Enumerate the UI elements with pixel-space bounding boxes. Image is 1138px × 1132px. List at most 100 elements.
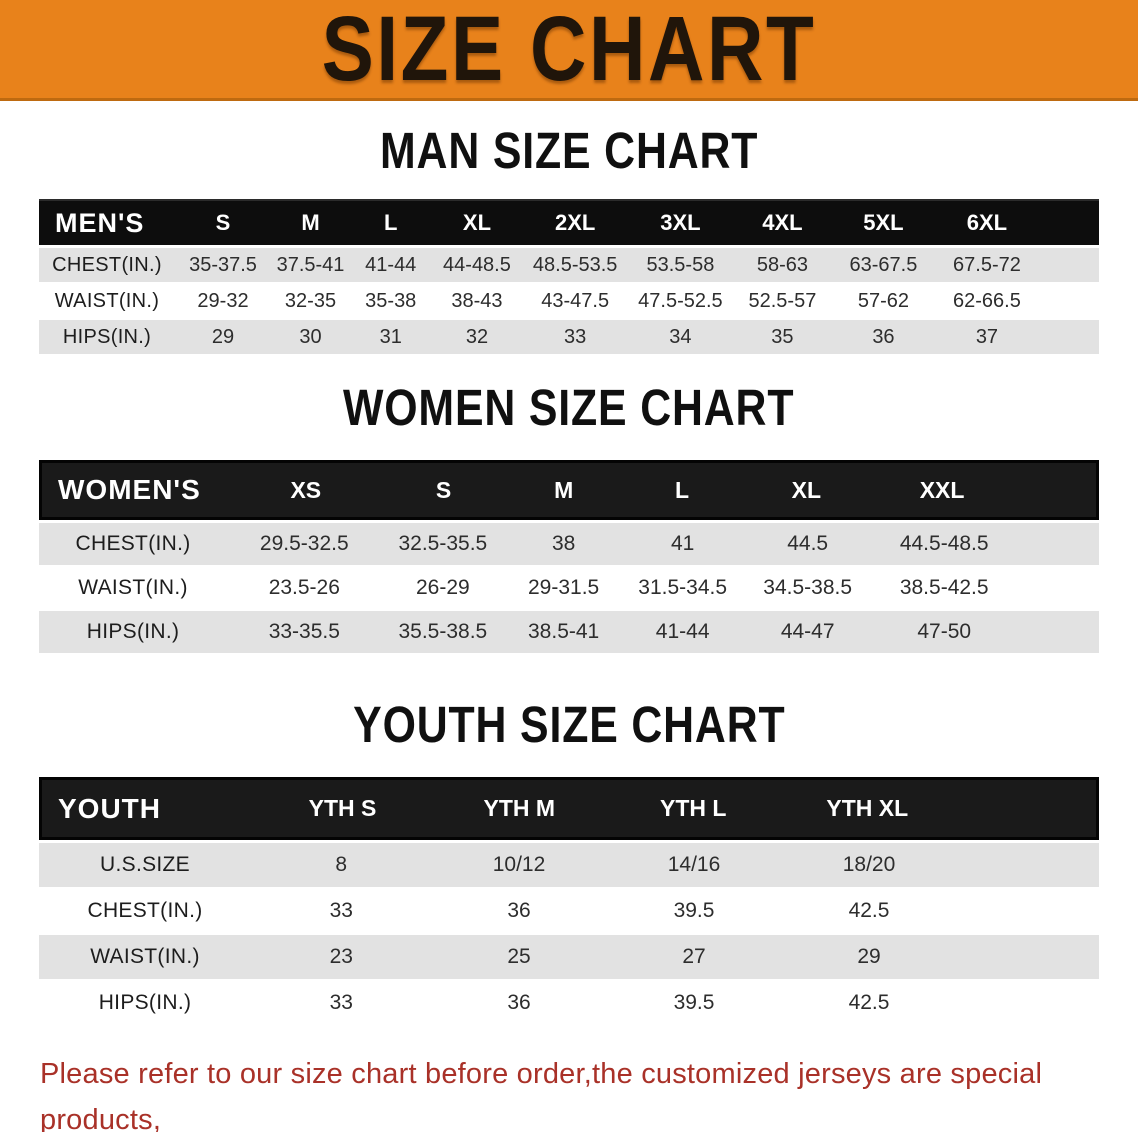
- cell: 18/20: [842, 853, 896, 876]
- table-row: CHEST(IN.) 29.5-32.5 32.5-35.5 38 41 44.5 44.5…: [39, 523, 1099, 565]
- column-header: 3XL: [660, 210, 701, 235]
- cell: 29-31.5: [528, 576, 600, 599]
- column-header: S: [435, 476, 452, 503]
- disclaimer-text: Please refer to our size chart before or…: [40, 1051, 1120, 1132]
- column-header: XL: [462, 210, 492, 235]
- cell: 36: [507, 991, 531, 1014]
- cell: 31.5-34.5: [638, 576, 728, 599]
- row-label: CHEST(IN.): [75, 532, 191, 555]
- cell: 38.5-41: [528, 620, 600, 643]
- header-row: WOMEN'S XS S M L XL XXL: [39, 460, 1099, 520]
- column-header: XL: [791, 476, 822, 503]
- header-row: MEN'S S M L XL 2XL 3XL 4XL 5XL 6XL: [39, 199, 1099, 245]
- table-row: HIPS(IN.) 33-35.5 35.5-38.5 38.5-41 41-44 44-…: [39, 611, 1099, 653]
- section-youth: YOUTH SIZE CHART YOUTH YTH S YTH M YTH L YTH …: [0, 699, 1138, 1025]
- table-row: WAIST(IN.) 29-32 32-35 35-38 38-43 43-47.5 47.…: [39, 284, 1099, 318]
- cell: 62-66.5: [953, 289, 1021, 312]
- column-header: M: [554, 476, 574, 503]
- cell: 31: [379, 325, 402, 348]
- cell: 39.5: [673, 991, 715, 1014]
- cell: 58-63: [756, 253, 808, 276]
- size-table-youth: YOUTH YTH S YTH M YTH L YTH XL U.S.SIZE 8 10/12…: [39, 777, 1099, 1025]
- cell: 47.5-52.5: [638, 289, 723, 312]
- cell: 27: [682, 945, 706, 968]
- cell: 53.5-58: [646, 253, 715, 276]
- column-header: YTH M: [483, 795, 556, 821]
- row-label: WAIST(IN.): [78, 576, 188, 599]
- section-women: WOMEN SIZE CHART WOMEN'S XS S M L XL XXL CHEST(I…: [0, 382, 1138, 653]
- table-row: WAIST(IN.) 23.5-26 26-29 29-31.5 31.5-34.5 34…: [39, 567, 1099, 609]
- cell: 29: [857, 945, 881, 968]
- cell: 35.5-38.5: [398, 620, 488, 643]
- table-row: CHEST(IN.) 35-37.5 37.5-41 41-44 44-48.5 48.5…: [39, 248, 1099, 282]
- cell: 42.5: [848, 899, 890, 922]
- column-header: M: [301, 210, 320, 235]
- table-row: HIPS(IN.) 29 30 31 32 33 34 35 36 37: [39, 320, 1099, 354]
- column-header: L: [674, 476, 690, 503]
- cell: 39.5: [673, 899, 715, 922]
- cell: 29: [211, 325, 235, 348]
- column-header: YTH S: [308, 795, 377, 821]
- cell: 25: [507, 945, 531, 968]
- cell: 47-50: [917, 620, 972, 643]
- cell: 37.5-41: [276, 253, 345, 276]
- size-table-women: WOMEN'S XS S M L XL XXL CHEST(IN.) 29.5-32.5 32.5…: [39, 460, 1099, 653]
- cell: 30: [299, 325, 322, 348]
- size-chart-sections: MAN SIZE CHART MEN'S S M L XL 2XL 3XL 4XL 5XL 6XL C…: [0, 125, 1138, 1025]
- cell: 48.5-53.5: [532, 253, 618, 276]
- cell: 32.5-35.5: [398, 532, 488, 555]
- cell: 23.5-26: [268, 576, 340, 599]
- table-row: WAIST(IN.) 23 25 27 29: [39, 935, 1099, 979]
- table-row: U.S.SIZE 8 10/12 14/16 18/20: [39, 843, 1099, 887]
- cell: 67.5-72: [953, 253, 1021, 276]
- cell: 38-43: [451, 289, 503, 312]
- cell: 41: [670, 532, 695, 555]
- size-table-men: MEN'S S M L XL 2XL 3XL 4XL 5XL 6XL CHEST(IN.) 35-37…: [39, 199, 1099, 354]
- banner-title: SIZE CHART: [321, 0, 817, 100]
- section-heading-men: MAN SIZE CHART: [0, 125, 1138, 177]
- cell: 36: [872, 325, 895, 348]
- cell: 32-35: [284, 289, 337, 312]
- size-chart-banner: SIZE CHART: [0, 0, 1138, 101]
- column-header: L: [384, 210, 398, 235]
- corner-label: MEN'S: [55, 207, 145, 238]
- corner-label: WOMEN'S: [58, 474, 201, 505]
- row-label: HIPS(IN.): [86, 620, 180, 643]
- cell: 34: [669, 325, 692, 348]
- cell: 29-32: [197, 289, 249, 312]
- cell: 36: [507, 899, 531, 922]
- cell: 52.5-57: [748, 289, 817, 312]
- column-header: XXL: [919, 476, 965, 503]
- cell: 44.5: [787, 532, 829, 555]
- cell: 44-48.5: [443, 253, 511, 276]
- cell: 38: [551, 532, 576, 555]
- cell: 43-47.5: [541, 289, 610, 312]
- column-header: 4XL: [762, 210, 803, 235]
- cell: 10/12: [492, 853, 546, 876]
- table-row: HIPS(IN.) 33 36 39.5 42.5: [39, 981, 1099, 1025]
- row-label: U.S.SIZE: [100, 853, 190, 876]
- cell: 23: [329, 945, 353, 968]
- cell: 35: [771, 325, 794, 348]
- cell: 37: [975, 325, 999, 348]
- table-row: CHEST(IN.) 33 36 39.5 42.5: [39, 889, 1099, 933]
- cell: 33-35.5: [268, 620, 340, 643]
- cell: 35-37.5: [189, 253, 257, 276]
- row-label: WAIST(IN.): [90, 945, 200, 968]
- section-title-men: MAN SIZE CHART: [379, 122, 759, 179]
- cell: 14/16: [667, 853, 721, 876]
- section-title-youth: YOUTH SIZE CHART: [352, 696, 786, 753]
- cell: 44-47: [780, 620, 835, 643]
- cell: 29.5-32.5: [259, 532, 349, 555]
- section-men: MAN SIZE CHART MEN'S S M L XL 2XL 3XL 4XL 5XL 6XL C…: [0, 125, 1138, 354]
- row-label: HIPS(IN.): [98, 991, 192, 1014]
- cell: 26-29: [415, 576, 470, 599]
- cell: 44.5-48.5: [899, 532, 989, 555]
- cell: 41-44: [365, 253, 417, 276]
- corner-label: YOUTH: [58, 792, 161, 824]
- cell: 63-67.5: [849, 253, 918, 276]
- cell: 33: [564, 325, 587, 348]
- row-label: HIPS(IN.): [62, 325, 152, 348]
- cell: 32: [465, 325, 489, 348]
- cell: 35-38: [365, 289, 417, 312]
